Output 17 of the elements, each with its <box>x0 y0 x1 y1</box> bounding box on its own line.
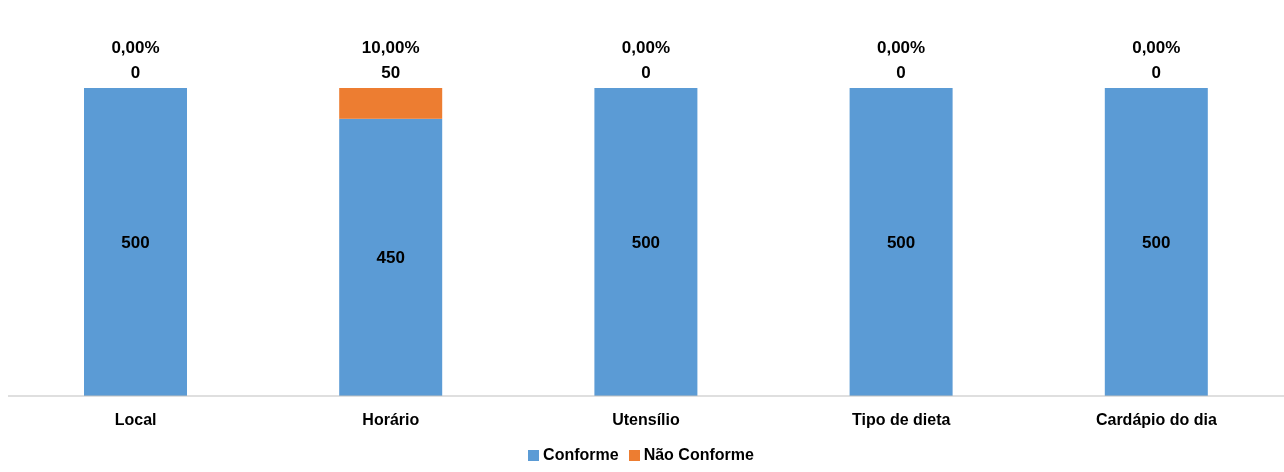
x-tick-label: Cardápio do dia <box>1095 411 1217 429</box>
legend-label: Não Conforme <box>643 446 754 463</box>
data-label: 0,00% 0 <box>621 38 670 82</box>
data-label: 500 <box>1142 233 1171 252</box>
x-tick-label: Tipo de dieta <box>852 411 951 429</box>
x-tick-label: Utensílio <box>612 411 681 429</box>
data-label: 500 <box>886 233 916 252</box>
data-label: 0,00% 0 <box>111 38 160 82</box>
data-label: 500 <box>631 233 661 252</box>
legend-label: Conforme <box>543 446 619 463</box>
data-label: 10,00% 50 <box>361 38 420 82</box>
x-tick-label: Horário <box>362 411 420 429</box>
x-tick-label: Local <box>114 411 157 429</box>
data-label: 450 <box>376 248 405 268</box>
data-label: 500 <box>121 233 150 252</box>
data-label: 0,00% 0 <box>1132 38 1181 82</box>
data-label: 0,00% 0 <box>877 38 926 82</box>
